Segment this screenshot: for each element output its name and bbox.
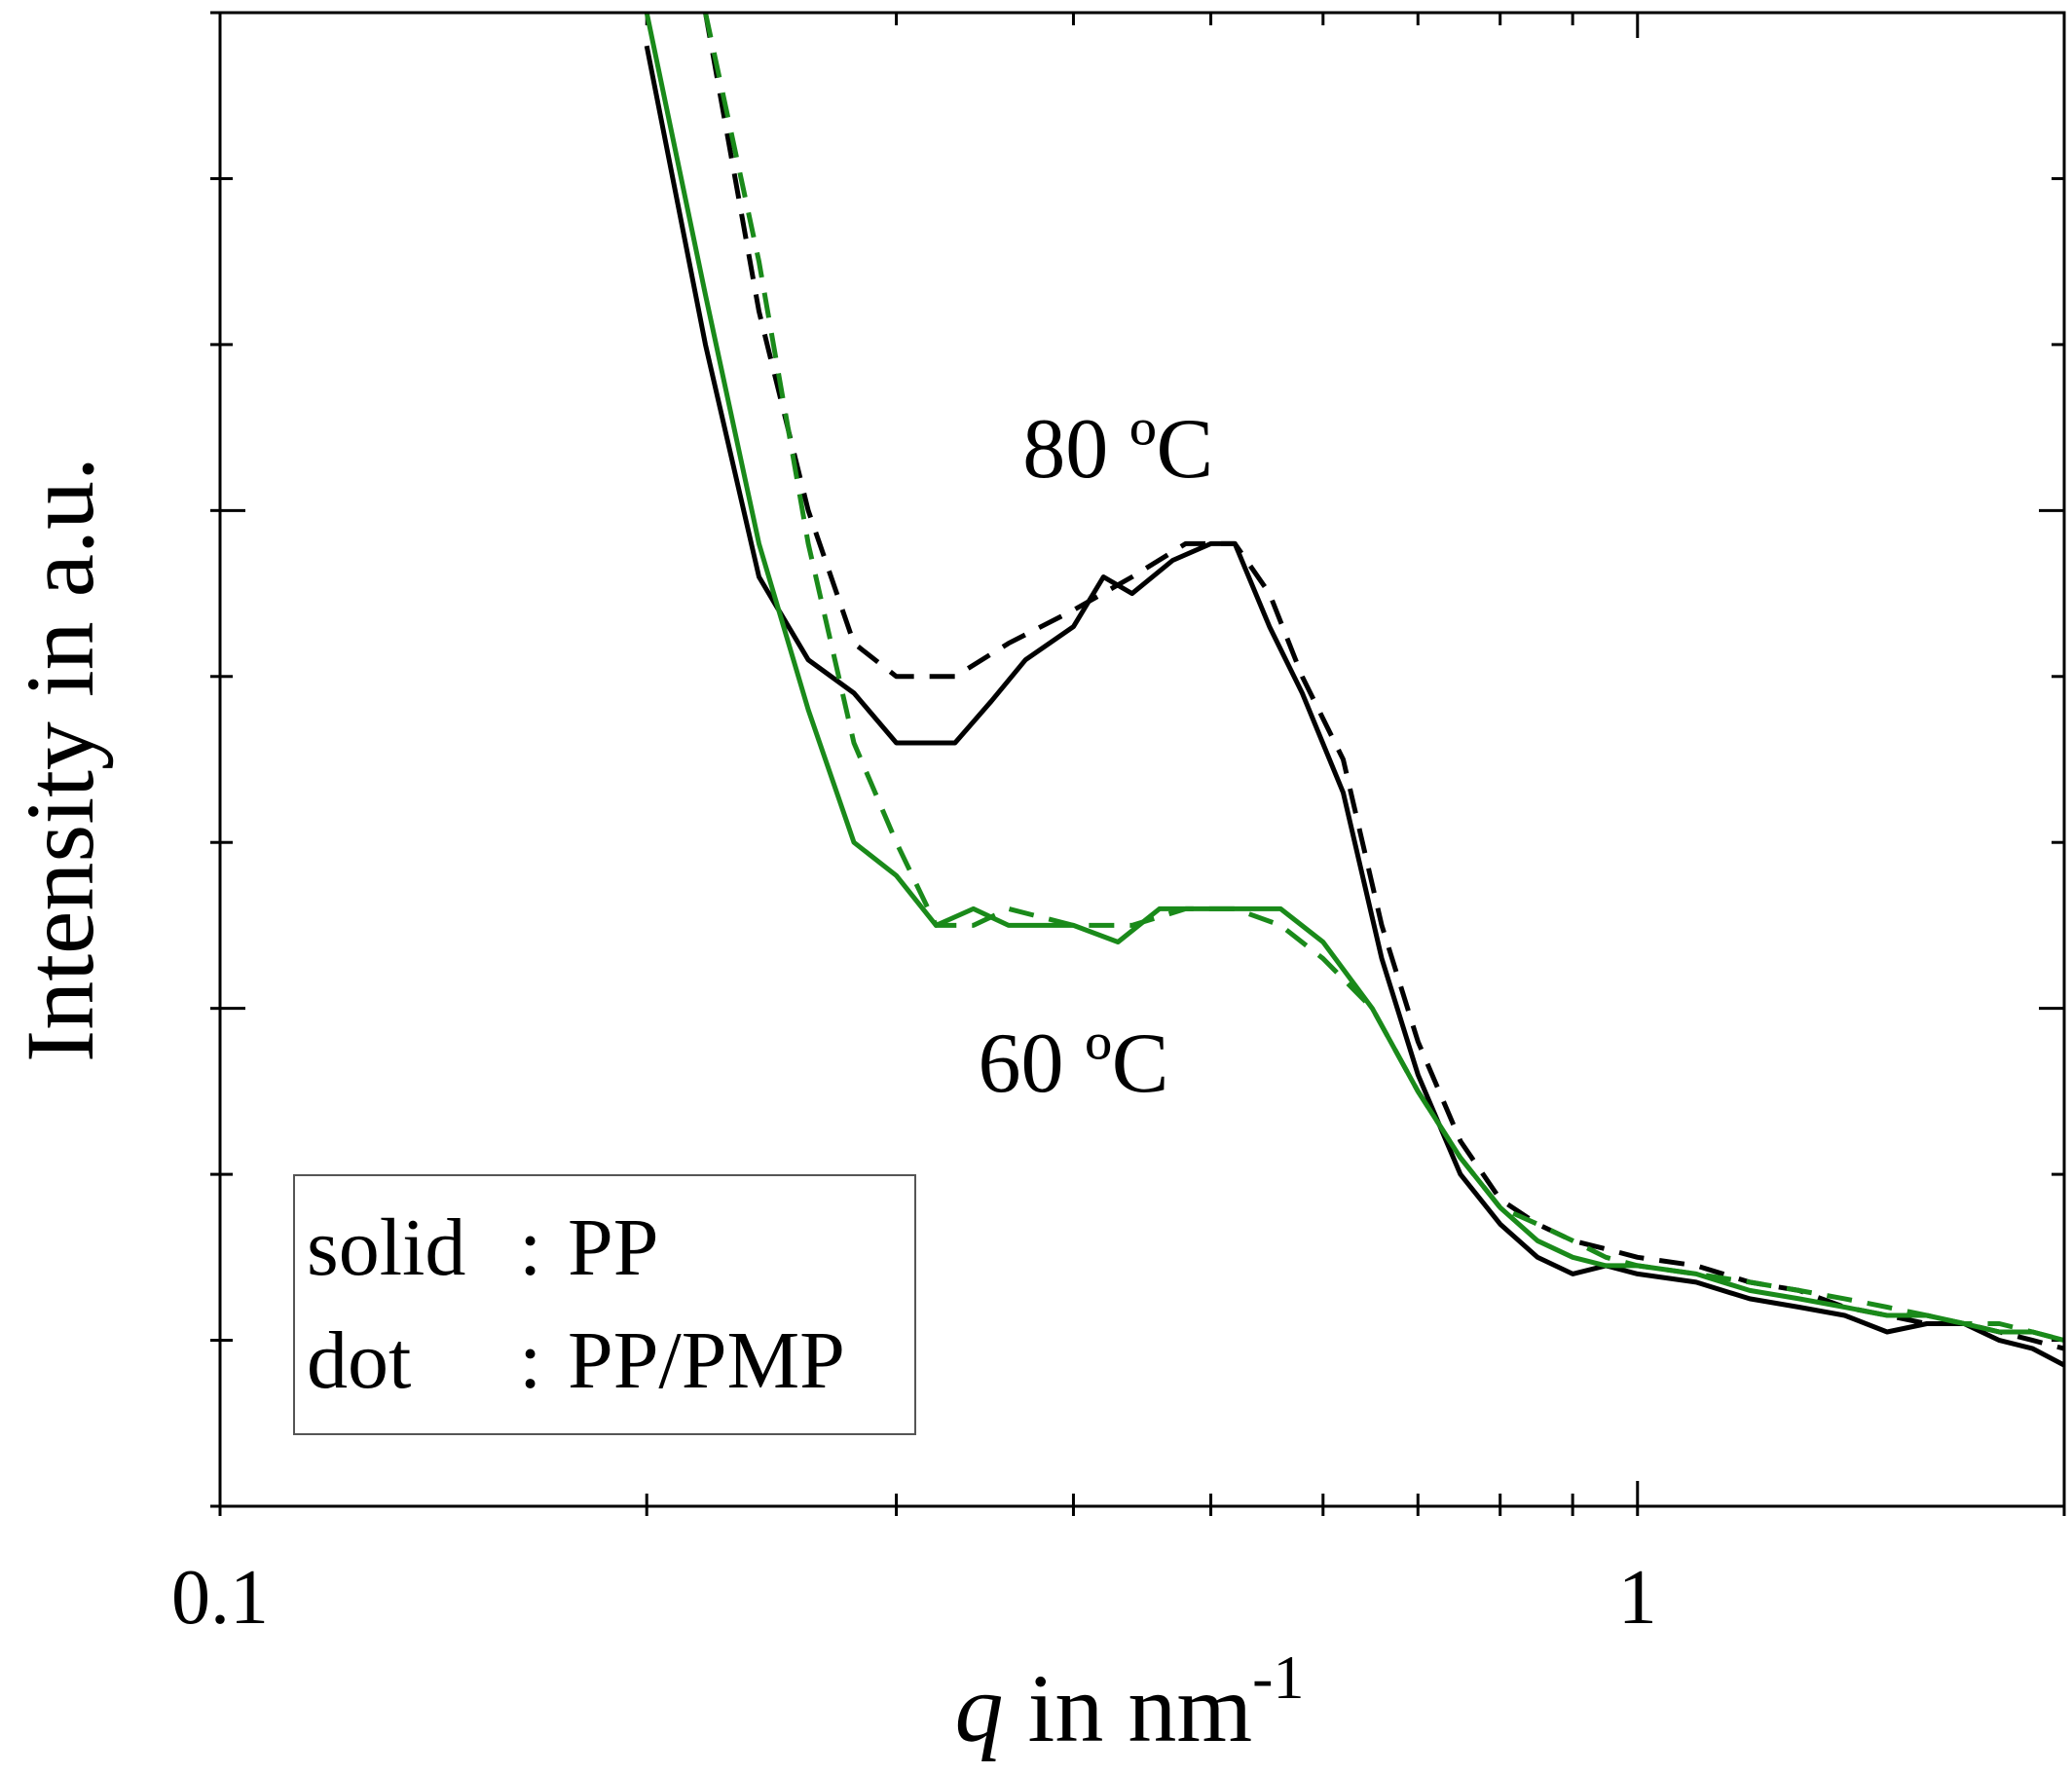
series-layer [644,13,2064,1368]
legend-key: dot [307,1315,412,1406]
y-axis-label: Intensity in a.u. [6,457,114,1062]
legend-separator: : [519,1315,542,1406]
series-line-0 [644,45,2064,1368]
legend-separator: : [519,1202,542,1293]
legend: solid: PP dot: PP/PMP [293,1174,916,1435]
x-axis-label-unit: in nm [1004,1654,1253,1762]
plot-frame [218,11,2066,1508]
series-annotation: 80 ºC [1022,402,1213,497]
annotation-layer: 80 ºC 60 ºC [978,402,1213,1111]
legend-value: PP/PMP [568,1315,845,1406]
legend-entry-dot: dot: PP/PMP [307,1312,845,1410]
x-axis-label: q in nm-1 [955,1643,1305,1762]
series-line-1 [703,13,2064,1351]
legend-value: PP [568,1202,659,1293]
legend-key: solid [307,1202,466,1293]
x-axis-label-exponent: -1 [1252,1643,1304,1712]
series-line-2 [644,13,2064,1344]
series-line-3 [703,13,2064,1344]
series-annotation: 60 ºC [978,1016,1168,1111]
legend-entry-solid: solid: PP [307,1200,658,1297]
x-tick-label: 0.1 [171,1555,269,1641]
x-axis-label-variable: q [955,1654,1004,1762]
x-tick-labels: 0.1 1 [171,1555,1657,1641]
x-tick-label: 1 [1618,1555,1657,1641]
